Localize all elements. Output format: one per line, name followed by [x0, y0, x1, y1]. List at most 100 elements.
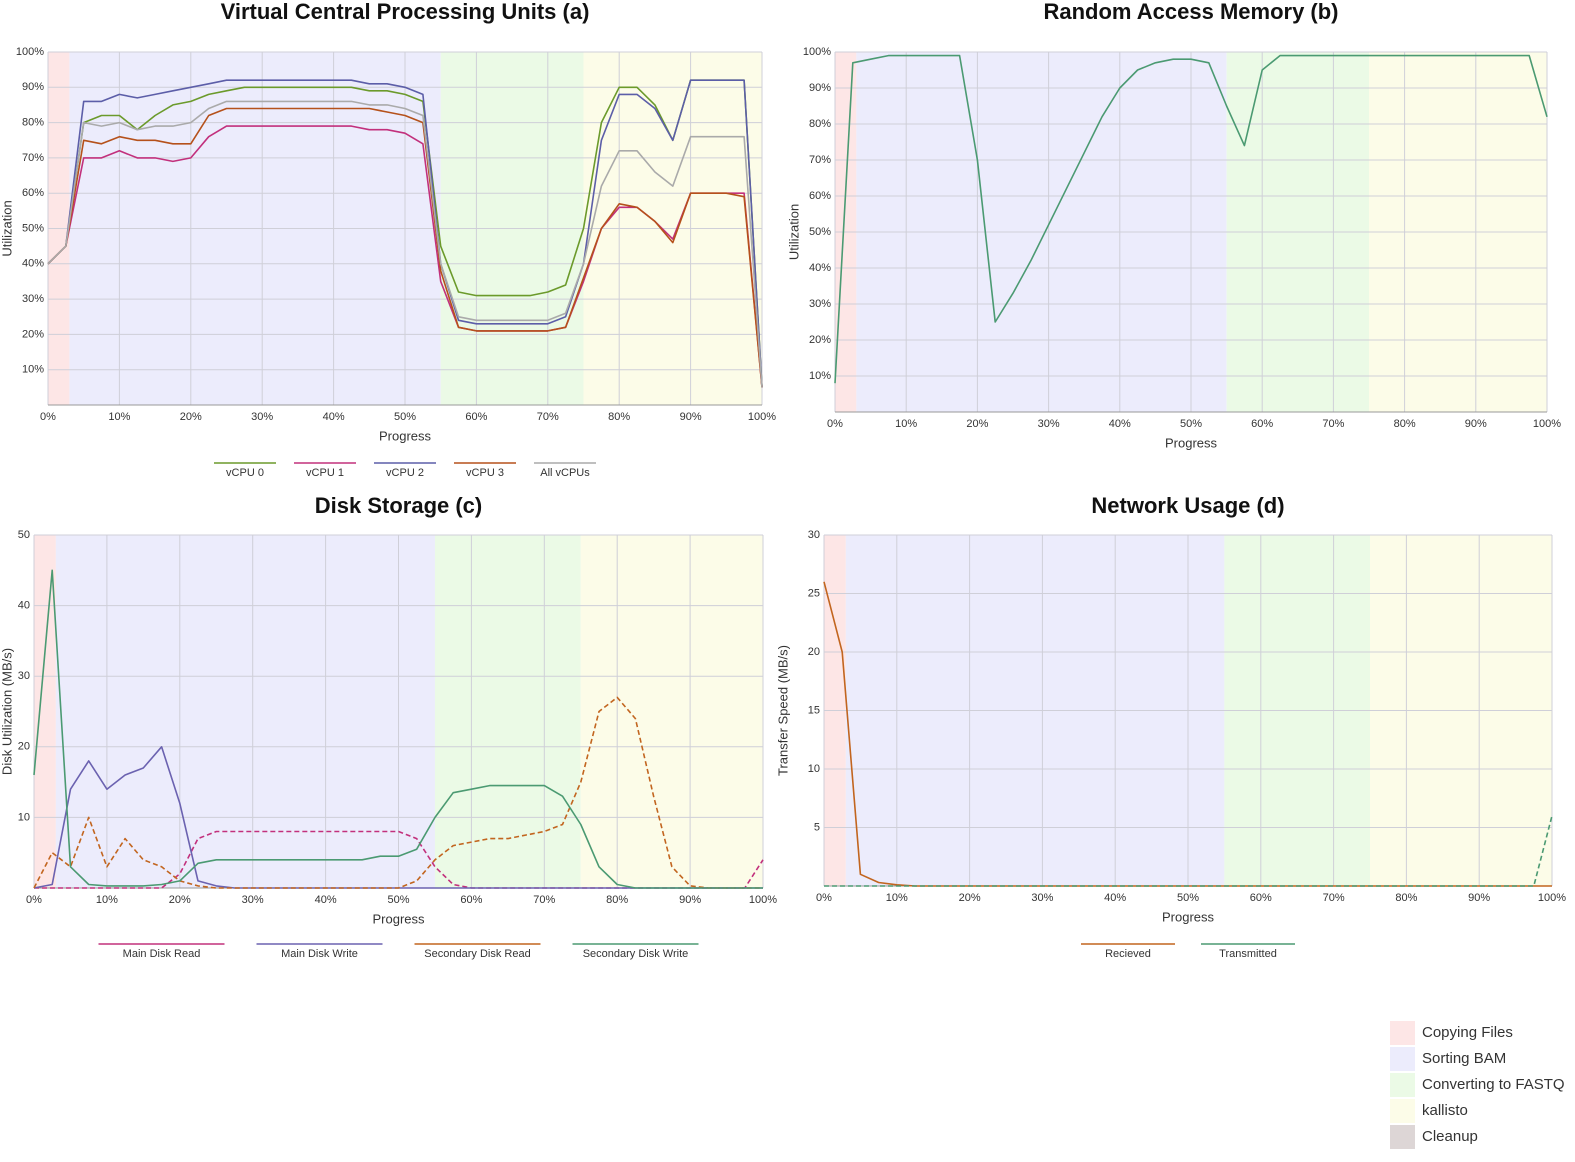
phase-legend-swatch: [1390, 1125, 1415, 1149]
phase-legend-swatch: [1390, 1021, 1415, 1045]
y-tick-label: 70%: [809, 154, 831, 166]
legend-label: Transmitted: [1219, 948, 1277, 960]
x-tick-label: 70%: [537, 411, 559, 423]
x-tick-label: 30%: [242, 894, 264, 906]
chart-title: Virtual Central Processing Units (a): [221, 0, 590, 24]
legend-label: Main Disk Read: [123, 948, 201, 960]
x-tick-label: 60%: [465, 411, 487, 423]
phase-legend-label: Sorting BAM: [1422, 1050, 1506, 1067]
x-tick-label: 70%: [1323, 892, 1345, 904]
y-tick-label: 20: [808, 646, 820, 658]
x-tick-label: 50%: [394, 411, 416, 423]
y-tick-label: 25: [808, 587, 820, 599]
x-tick-label: 60%: [1251, 418, 1273, 430]
chart-title: Network Usage (d): [1091, 493, 1284, 518]
x-tick-label: 10%: [108, 411, 130, 423]
x-tick-label: 40%: [315, 894, 337, 906]
y-tick-label: 30%: [809, 298, 831, 310]
x-tick-label: 30%: [1038, 418, 1060, 430]
x-tick-label: 80%: [1394, 418, 1416, 430]
y-tick-label: 100%: [16, 46, 44, 58]
x-tick-label: 20%: [180, 411, 202, 423]
chart-panel: Virtual Central Processing Units (a) 10% 2…: [0, 0, 776, 479]
x-tick-label: 50%: [387, 894, 409, 906]
x-tick-label: 60%: [1250, 892, 1272, 904]
legend-label: Secondary Disk Write: [583, 948, 689, 960]
x-axis-label: Progress: [379, 428, 432, 443]
y-tick-label: 90%: [809, 82, 831, 94]
y-tick-label: 20: [18, 741, 30, 753]
chart-panel: Network Usage (d) 5 10 15 20 25 30 0% 10% 20% 30% 4…: [775, 493, 1566, 960]
x-tick-label: 40%: [323, 411, 345, 423]
x-tick-label: 10%: [895, 418, 917, 430]
y-tick-label: 30: [18, 670, 30, 682]
phase-band: [34, 535, 56, 888]
series-line: [33, 696, 763, 889]
x-tick-label: 20%: [966, 418, 988, 430]
legend-label: vCPU 3: [466, 467, 504, 479]
x-tick-label: 40%: [1109, 418, 1131, 430]
phase-band: [434, 535, 581, 888]
y-tick-label: 20%: [809, 334, 831, 346]
legend-label: Main Disk Write: [281, 948, 358, 960]
y-tick-label: 40: [18, 600, 30, 612]
x-tick-label: 30%: [1031, 892, 1053, 904]
y-axis-label: Disk Utilization (MB/s): [0, 648, 14, 775]
x-tick-label: 10%: [96, 894, 118, 906]
y-tick-label: 15: [808, 704, 820, 716]
x-tick-label: 100%: [749, 894, 777, 906]
y-tick-label: 50%: [22, 222, 44, 234]
y-axis-label: Transfer Speed (MB/s): [775, 645, 790, 776]
y-tick-label: 70%: [22, 152, 44, 164]
series-line: [33, 569, 763, 889]
legend-label: vCPU 2: [386, 467, 424, 479]
phase-band: [55, 535, 435, 888]
series-line: [47, 79, 763, 388]
legend-label: vCPU 0: [226, 467, 264, 479]
x-axis-label: Progress: [1165, 435, 1218, 450]
y-tick-label: 10%: [809, 370, 831, 382]
x-tick-label: 70%: [533, 894, 555, 906]
phase-legend-label: kallisto: [1422, 1102, 1468, 1119]
y-tick-label: 40%: [22, 258, 44, 270]
series-line: [47, 79, 763, 388]
y-tick-label: 50%: [809, 226, 831, 238]
series-line: [47, 100, 763, 388]
phase-legend-label: Converting to FASTQ: [1422, 1076, 1565, 1093]
y-tick-label: 30%: [22, 293, 44, 305]
x-tick-label: 100%: [748, 411, 776, 423]
y-tick-label: 100%: [803, 46, 831, 58]
y-tick-label: 60%: [809, 190, 831, 202]
x-tick-label: 30%: [251, 411, 273, 423]
series-line: [47, 107, 763, 388]
x-tick-label: 90%: [680, 411, 702, 423]
x-axis-label: Progress: [372, 911, 425, 926]
phase-legend-swatch: [1390, 1099, 1415, 1123]
x-tick-label: 0%: [827, 418, 843, 430]
x-tick-label: 90%: [1468, 892, 1490, 904]
legend-label: Recieved: [1105, 948, 1151, 960]
x-tick-label: 90%: [679, 894, 701, 906]
x-tick-label: 20%: [959, 892, 981, 904]
phase-band: [580, 535, 763, 888]
y-tick-label: 30: [808, 529, 820, 541]
x-tick-label: 60%: [460, 894, 482, 906]
x-tick-label: 80%: [608, 411, 630, 423]
legend-label: Secondary Disk Read: [424, 948, 530, 960]
y-tick-label: 60%: [22, 187, 44, 199]
x-tick-label: 100%: [1533, 418, 1561, 430]
y-tick-label: 10: [808, 763, 820, 775]
x-tick-label: 80%: [1395, 892, 1417, 904]
y-axis-label: Utilization: [786, 204, 801, 260]
x-tick-label: 100%: [1538, 892, 1566, 904]
phase-legend-label: Cleanup: [1422, 1128, 1478, 1145]
legend-label: vCPU 1: [306, 467, 344, 479]
x-tick-label: 50%: [1180, 418, 1202, 430]
y-tick-label: 40%: [809, 262, 831, 274]
chart-title: Random Access Memory (b): [1043, 0, 1338, 24]
y-tick-label: 90%: [22, 81, 44, 93]
y-axis-label: Utilization: [0, 200, 14, 256]
chart-panel: Random Access Memory (b) 10% 20% 30% 40% 50% 6…: [786, 0, 1561, 450]
x-tick-label: 40%: [1104, 892, 1126, 904]
